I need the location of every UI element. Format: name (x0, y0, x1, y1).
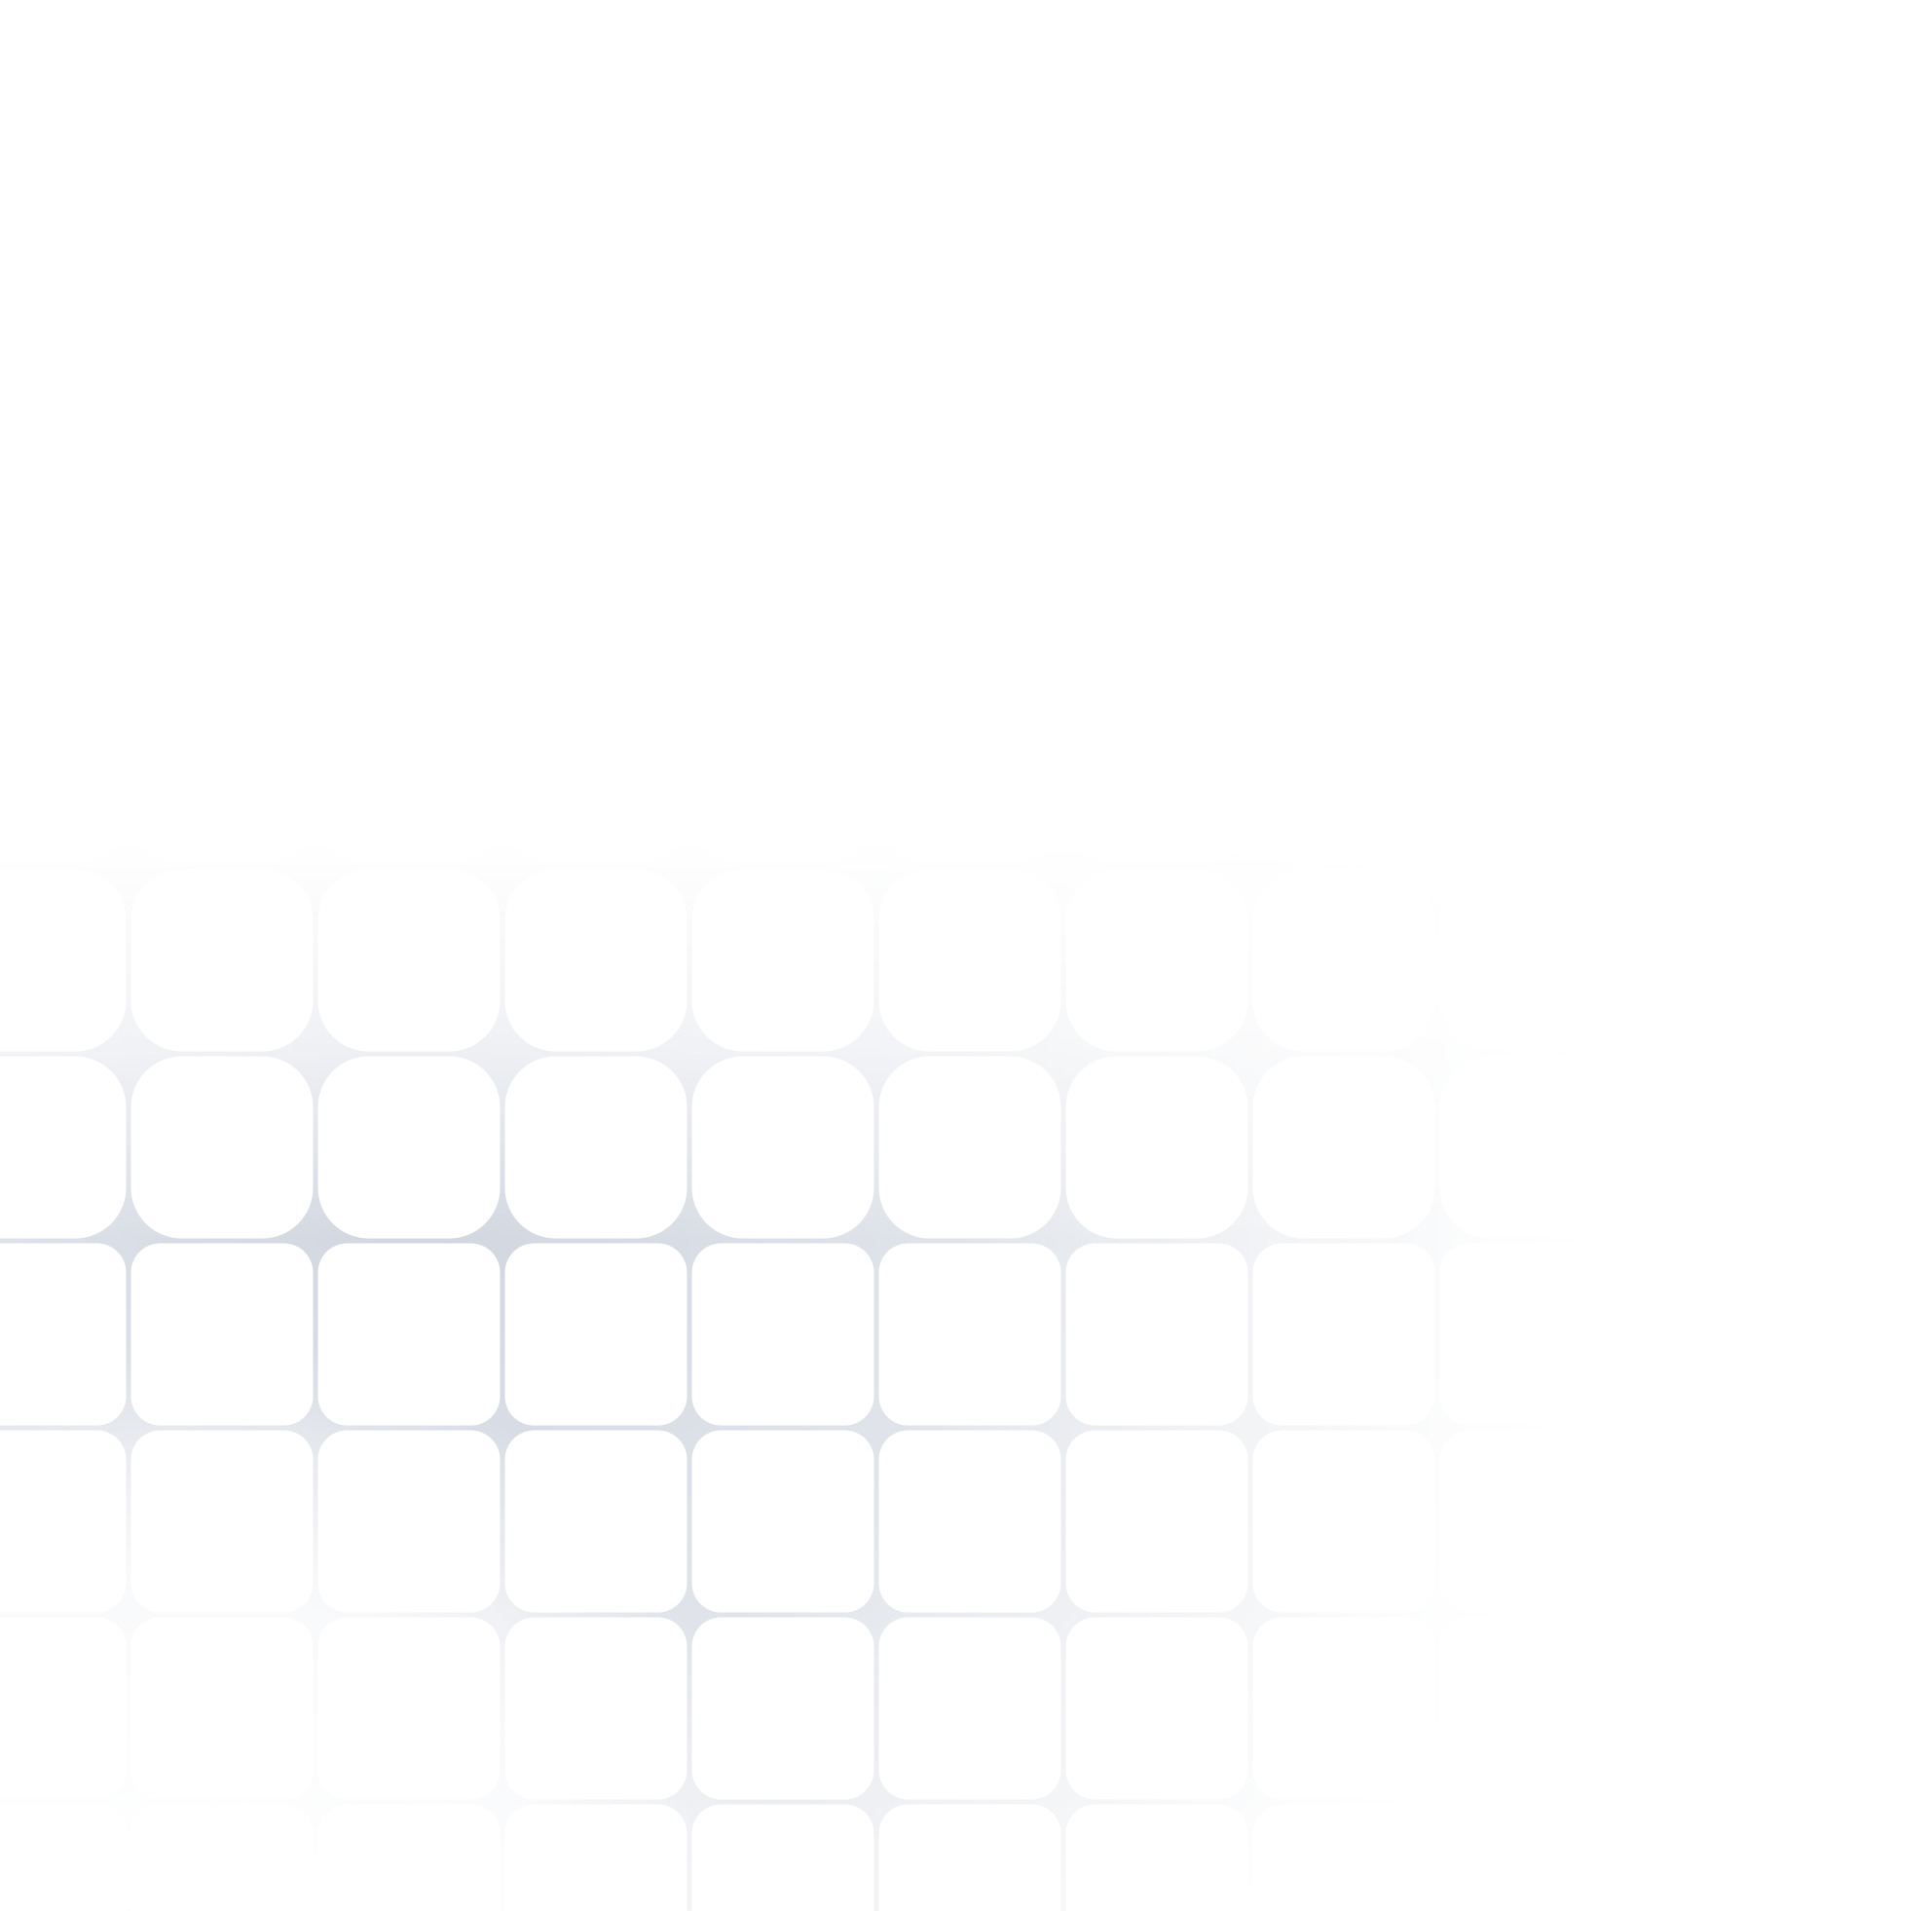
bottom-left-fade (0, 0, 1932, 1911)
decorative-grid-background (0, 0, 1932, 1911)
